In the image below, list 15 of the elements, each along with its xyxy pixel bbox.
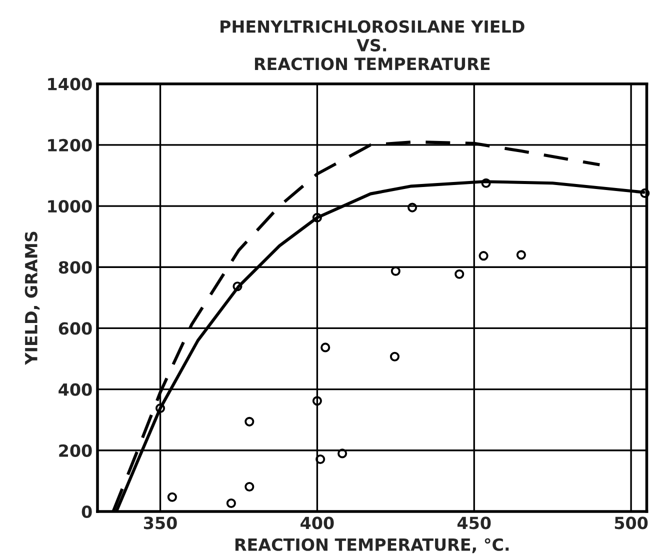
x-tick-label: 500 (614, 516, 648, 530)
x-tick-label: 350 (144, 516, 177, 530)
y-tick-label: 1400 (48, 78, 92, 90)
chart-title: PHENYLTRICHLOROSILANE YIELD VS. REACTION TEMPERATURE (220, 20, 524, 70)
y-tick-label: 600 (58, 322, 92, 335)
x-tick-label: 400 (300, 516, 334, 530)
y-tick-label: 200 (59, 444, 92, 457)
y-tick-label: 0 (82, 505, 92, 518)
y-axis-title: YIELD, GRAMS (24, 232, 40, 365)
y-tick-label: 1000 (48, 200, 92, 213)
y-tick-label: 400 (58, 383, 92, 396)
x-axis-title: REACTION TEMPERATURE, °C. (235, 538, 509, 554)
y-tick-label: 800 (58, 261, 92, 274)
y-tick-label: 1200 (48, 138, 92, 152)
x-tick-label: 450 (457, 516, 491, 530)
